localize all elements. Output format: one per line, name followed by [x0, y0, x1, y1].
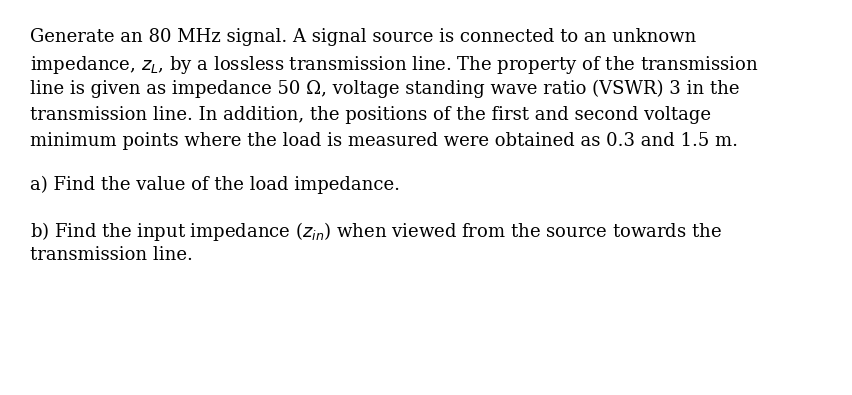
Text: a) Find the value of the load impedance.: a) Find the value of the load impedance. — [30, 176, 400, 194]
Text: b) Find the input impedance ($z_{in}$) when viewed from the source towards the: b) Find the input impedance ($z_{in}$) w… — [30, 220, 721, 243]
Text: impedance, $z_L$, by a lossless transmission line. The property of the transmiss: impedance, $z_L$, by a lossless transmis… — [30, 54, 757, 76]
Text: line is given as impedance 50 Ω, voltage standing wave ratio (VSWR) 3 in the: line is given as impedance 50 Ω, voltage… — [30, 80, 739, 98]
Text: minimum points where the load is measured were obtained as 0.3 and 1.5 m.: minimum points where the load is measure… — [30, 132, 737, 150]
Text: Generate an 80 MHz signal. A signal source is connected to an unknown: Generate an 80 MHz signal. A signal sour… — [30, 28, 695, 46]
Text: transmission line.: transmission line. — [30, 246, 193, 264]
Text: transmission line. In addition, the positions of the first and second voltage: transmission line. In addition, the posi… — [30, 106, 711, 124]
